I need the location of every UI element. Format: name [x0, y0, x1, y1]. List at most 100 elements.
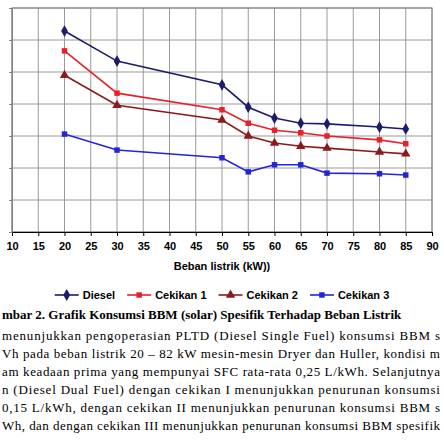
x-tick-label: 65	[295, 240, 307, 252]
grid-line-x	[195, 8, 196, 232]
x-tick-label: 20	[59, 240, 71, 252]
figure-caption: mbar 2. Grafik Konsumsi BBM (solar) Spes…	[2, 307, 402, 322]
series-marker	[402, 123, 409, 135]
x-tick-mark	[275, 232, 276, 236]
x-tick-mark	[91, 232, 92, 236]
x-tick-mark	[301, 232, 302, 236]
x-tick-mark	[196, 232, 197, 236]
y-tick-mark	[9, 200, 12, 201]
series-marker	[298, 162, 303, 167]
x-tick: 70	[321, 232, 333, 252]
x-axis-title: Beban listrik (kW))	[174, 260, 271, 272]
series-marker	[62, 131, 67, 136]
grid-line-x	[248, 8, 249, 232]
grid-line-x	[38, 8, 39, 232]
x-tick-mark	[432, 232, 433, 236]
grid-line-x	[117, 8, 118, 232]
x-tick-label: 25	[85, 240, 97, 252]
y-tick-mark	[9, 232, 12, 233]
y-tick	[9, 136, 12, 137]
x-tick: 45	[190, 232, 202, 252]
x-axis-line	[13, 233, 433, 237]
x-tick-mark	[327, 232, 328, 236]
series-marker	[401, 149, 410, 157]
grid-line-y	[12, 104, 432, 105]
legend-item: Cekikan 3	[310, 289, 389, 301]
series-marker	[296, 141, 305, 149]
x-tick: 30	[111, 232, 123, 252]
x-tick: 10	[6, 232, 18, 252]
series-marker	[322, 143, 331, 151]
grid-line-x	[353, 8, 354, 232]
paragraph-line: am keadaan prima yang mempunyai SFC rata…	[2, 364, 440, 379]
x-tick: 85	[400, 232, 412, 252]
y-tick-mark	[9, 8, 12, 9]
y-tick-mark	[9, 136, 12, 137]
paragraph-line: menunjukkan pengoperasian PLTD (Diesel S…	[2, 328, 440, 343]
series-marker	[298, 130, 303, 135]
x-tick-mark	[38, 232, 39, 236]
legend-label: Cekikan 1	[155, 289, 206, 301]
legend-swatch-marker	[226, 290, 235, 298]
x-tick-mark	[170, 232, 171, 236]
x-tick: 90	[426, 232, 438, 252]
x-tick-label: 70	[321, 240, 333, 252]
series-marker	[244, 131, 253, 139]
x-tick-label: 35	[138, 240, 150, 252]
x-tick-mark	[222, 232, 223, 236]
y-tick	[9, 104, 12, 105]
series-marker	[324, 118, 331, 130]
grid-line-x	[64, 8, 65, 232]
paragraph-line: n (Diesel Dual Fuel) dengan cekikan I me…	[2, 382, 440, 397]
x-tick-mark	[65, 232, 66, 236]
y-tick-mark	[9, 168, 12, 169]
x-tick-label: 45	[190, 240, 202, 252]
series-marker	[403, 141, 408, 146]
x-tick-mark	[380, 232, 381, 236]
x-tick: 20	[59, 232, 71, 252]
legend-item: Cekikan 1	[127, 289, 206, 301]
x-tick-label: 90	[426, 240, 438, 252]
series-marker	[245, 101, 252, 113]
y-tick	[9, 72, 12, 73]
grid-line-x	[90, 8, 91, 232]
y-tick	[9, 8, 12, 9]
grid	[12, 8, 432, 232]
x-tick-label: 75	[348, 240, 360, 252]
x-tick-label: 60	[269, 240, 281, 252]
series-marker	[61, 25, 68, 37]
series-marker	[219, 107, 224, 112]
x-tick-mark	[143, 232, 144, 236]
series-marker	[272, 128, 277, 133]
series-marker	[219, 155, 224, 160]
grid-line-x	[169, 8, 170, 232]
series-line	[65, 75, 406, 154]
plot-frame	[12, 8, 432, 232]
legend-item: Cekikan 2	[219, 289, 298, 301]
x-tick: 60	[269, 232, 281, 252]
y-tick-mark	[9, 72, 12, 73]
series-marker	[324, 133, 329, 138]
series-marker	[246, 120, 251, 125]
x-tick: 80	[374, 232, 386, 252]
y-tick-mark	[9, 40, 12, 41]
legend-item: Diesel	[55, 289, 115, 301]
grid-line-y	[12, 40, 432, 41]
series-marker	[377, 171, 382, 176]
x-tick-label: 15	[33, 240, 45, 252]
x-tick-mark	[406, 232, 407, 236]
x-tick-label: 55	[243, 240, 255, 252]
grid-line-x	[405, 8, 406, 232]
series-marker	[377, 137, 382, 142]
paragraph-line: Vh pada beban listrik 20 – 82 kW mesin-m…	[2, 346, 440, 361]
x-tick-mark	[248, 232, 249, 236]
series-marker	[219, 79, 226, 91]
series-marker	[272, 162, 277, 167]
series-line	[65, 51, 406, 144]
y-axis	[9, 9, 13, 233]
x-tick-mark	[353, 232, 354, 236]
x-tick-mark	[117, 232, 118, 236]
paragraph-line: 0,15 L/kWh, dengan cekikan II menunjukka…	[2, 400, 440, 415]
grid-line-x	[379, 8, 380, 232]
series-marker	[246, 169, 251, 174]
